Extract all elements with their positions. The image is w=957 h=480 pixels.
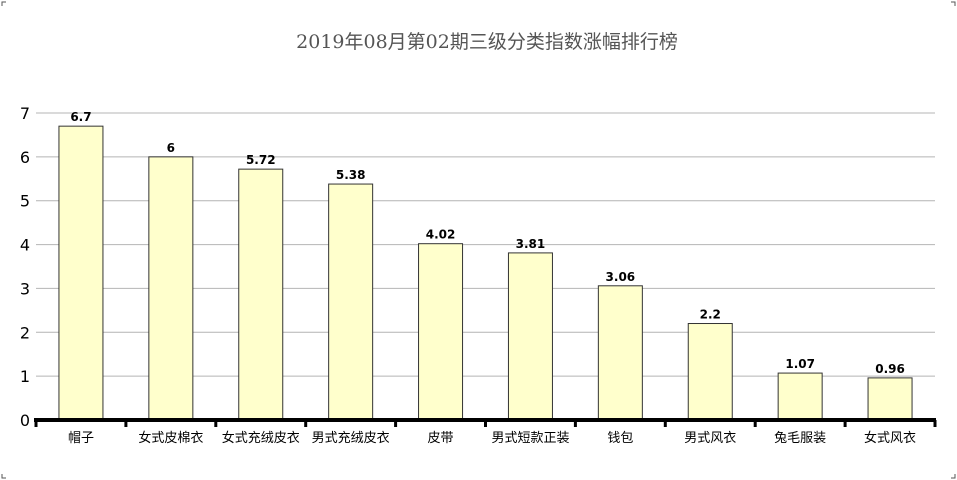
x-axis: [34, 418, 937, 427]
data-label: 6.7: [70, 110, 91, 124]
frame-corner-mark: [1, 474, 6, 479]
x-tick-label: 女式风衣: [864, 430, 916, 446]
data-label: 0.96: [875, 362, 905, 376]
y-tick-label: 0: [20, 411, 30, 430]
data-label: 6: [167, 141, 175, 155]
y-tick-label: 7: [20, 104, 30, 123]
bar: [238, 168, 284, 421]
y-tick-label: 5: [20, 192, 30, 211]
data-label: 3.81: [516, 237, 546, 251]
x-tick-label: 女式充绒皮衣: [222, 430, 300, 446]
bar: [58, 125, 104, 421]
bar: [687, 323, 733, 421]
chart-title: 2019年08月第02期三级分类指数涨幅排行榜: [296, 31, 678, 53]
x-tick-label: 帽子: [68, 430, 94, 446]
y-tick-label: 4: [20, 236, 30, 255]
data-label: 4.02: [426, 228, 456, 242]
x-tick-label: 男式风衣: [684, 430, 736, 446]
x-tick-label: 钱包: [607, 431, 633, 446]
y-tick-label: 2: [20, 323, 30, 342]
data-labels: 6.7 6 5.72 5.38 4.02 3.81 3.06 2.2 1.07 0.96: [70, 110, 905, 376]
y-tick-label: 6: [20, 148, 30, 167]
bar: [328, 183, 374, 421]
bars: [58, 125, 913, 421]
frame-corner-mark: [951, 474, 956, 479]
x-tick-label: 兔毛服装: [774, 431, 826, 446]
x-axis-tick-labels: 帽子 女式皮棉衣 女式充绒皮衣 男式充绒皮衣 皮带 男式短款正装 钱包 男式风衣 兔毛服装 女式风…: [68, 430, 916, 446]
x-tick-label: 男式充绒皮衣: [312, 430, 390, 446]
data-label: 5.38: [336, 168, 366, 182]
bar: [777, 372, 823, 421]
bar: [597, 285, 643, 421]
bar: [148, 156, 194, 421]
x-tick-label: 皮带: [428, 431, 454, 446]
y-tick-label: 1: [20, 367, 30, 386]
data-label: 1.07: [785, 357, 815, 371]
x-tick-label: 男式短款正装: [491, 431, 569, 446]
y-axis-ticks: 0 1 2 3 4 5 6 7: [20, 104, 30, 430]
frame-corner-mark: [951, 1, 956, 6]
data-label: 3.06: [606, 270, 636, 284]
y-tick-label: 3: [20, 279, 30, 298]
frame-corner-mark: [1, 1, 6, 6]
bar: [507, 252, 553, 421]
bar: [418, 243, 464, 421]
data-label: 2.2: [700, 308, 721, 322]
bar: [867, 377, 913, 421]
data-label: 5.72: [246, 153, 276, 167]
x-tick-label: 女式皮棉衣: [138, 430, 203, 446]
